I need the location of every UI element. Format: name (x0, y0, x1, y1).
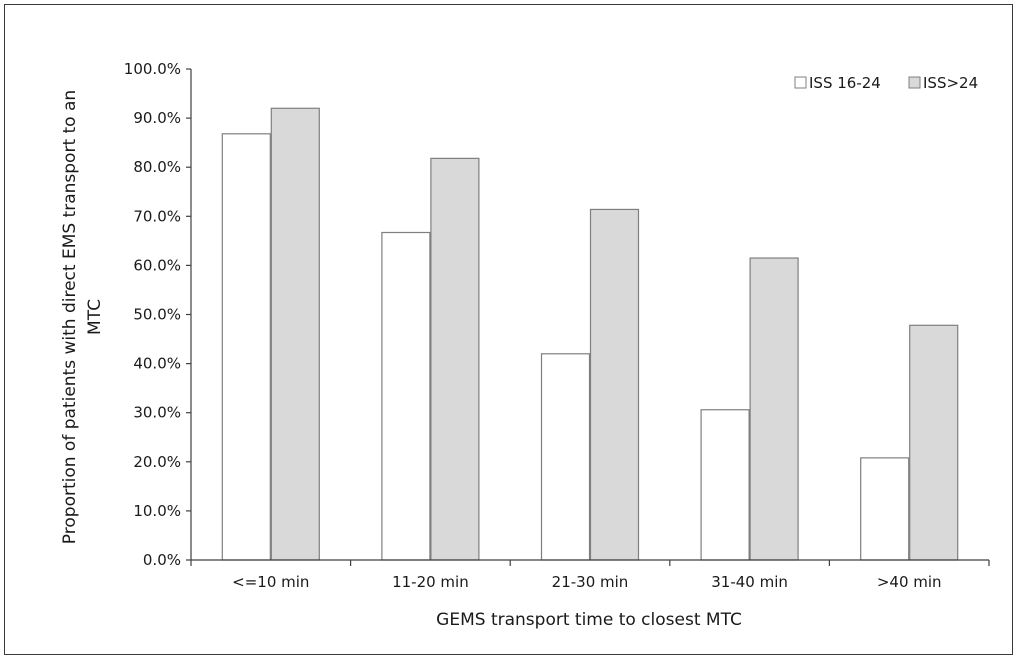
legend-label-iss-16-24: ISS 16-24 (809, 74, 881, 92)
y-tick-label: 10.0% (133, 502, 181, 520)
bar-issgt24-le10-min (270, 107, 320, 561)
bar-iss-16-24-11-20-min (381, 231, 431, 561)
bar-iss-16-24-21-30-min (540, 353, 591, 561)
y-tick-label: 40.0% (133, 355, 181, 373)
y-tick-label: 50.0% (133, 306, 181, 324)
y-tick-label: 0.0% (143, 551, 181, 569)
bar-issgt24-21-30-min (589, 208, 640, 561)
legend: ISS 16-24 ISS>24 (794, 74, 978, 92)
legend-label-iss-over-24: ISS>24 (923, 74, 978, 92)
bar-chart: Proportion of patients with direct EMS t… (60, 60, 990, 630)
bar-issgt24-gt40-min (909, 324, 959, 561)
chart-frame: Proportion of patients with direct EMS t… (4, 4, 1013, 655)
y-tick-label: 60.0% (133, 256, 181, 274)
y-tick-label: 70.0% (133, 207, 181, 225)
y-tick-label: 90.0% (133, 109, 181, 127)
y-tick-label: 20.0% (133, 453, 181, 471)
bar-issgt24-31-40-min (749, 257, 799, 561)
y-axis-label-line-2: MTC (85, 299, 105, 335)
x-tick-label-11-20-min: 11-20 min (392, 573, 469, 591)
bar-iss-16-24-31-40-min (700, 409, 750, 561)
y-tick-label: 30.0% (133, 404, 181, 422)
legend-swatch-iss-16-24 (794, 76, 807, 89)
x-tick-label-le10-min: <=10 min (232, 573, 309, 591)
y-tick-label: 80.0% (133, 158, 181, 176)
legend-swatch-iss-over-24 (908, 76, 921, 89)
x-tick-label-31-40-min: 31-40 min (711, 573, 788, 591)
bar-iss-16-24-le10-min (221, 133, 271, 561)
bar-issgt24-11-20-min (430, 157, 480, 561)
x-tick-label-21-30-min: 21-30 min (552, 573, 629, 591)
y-tick-label: 100.0% (124, 60, 181, 78)
x-axis-label: GEMS transport time to closest MTC (436, 610, 742, 630)
bar-iss-16-24-gt40-min (860, 457, 910, 561)
y-axis-label-line-1: Proportion of patients with direct EMS t… (60, 90, 80, 544)
x-tick-label-gt40-min: >40 min (877, 573, 942, 591)
